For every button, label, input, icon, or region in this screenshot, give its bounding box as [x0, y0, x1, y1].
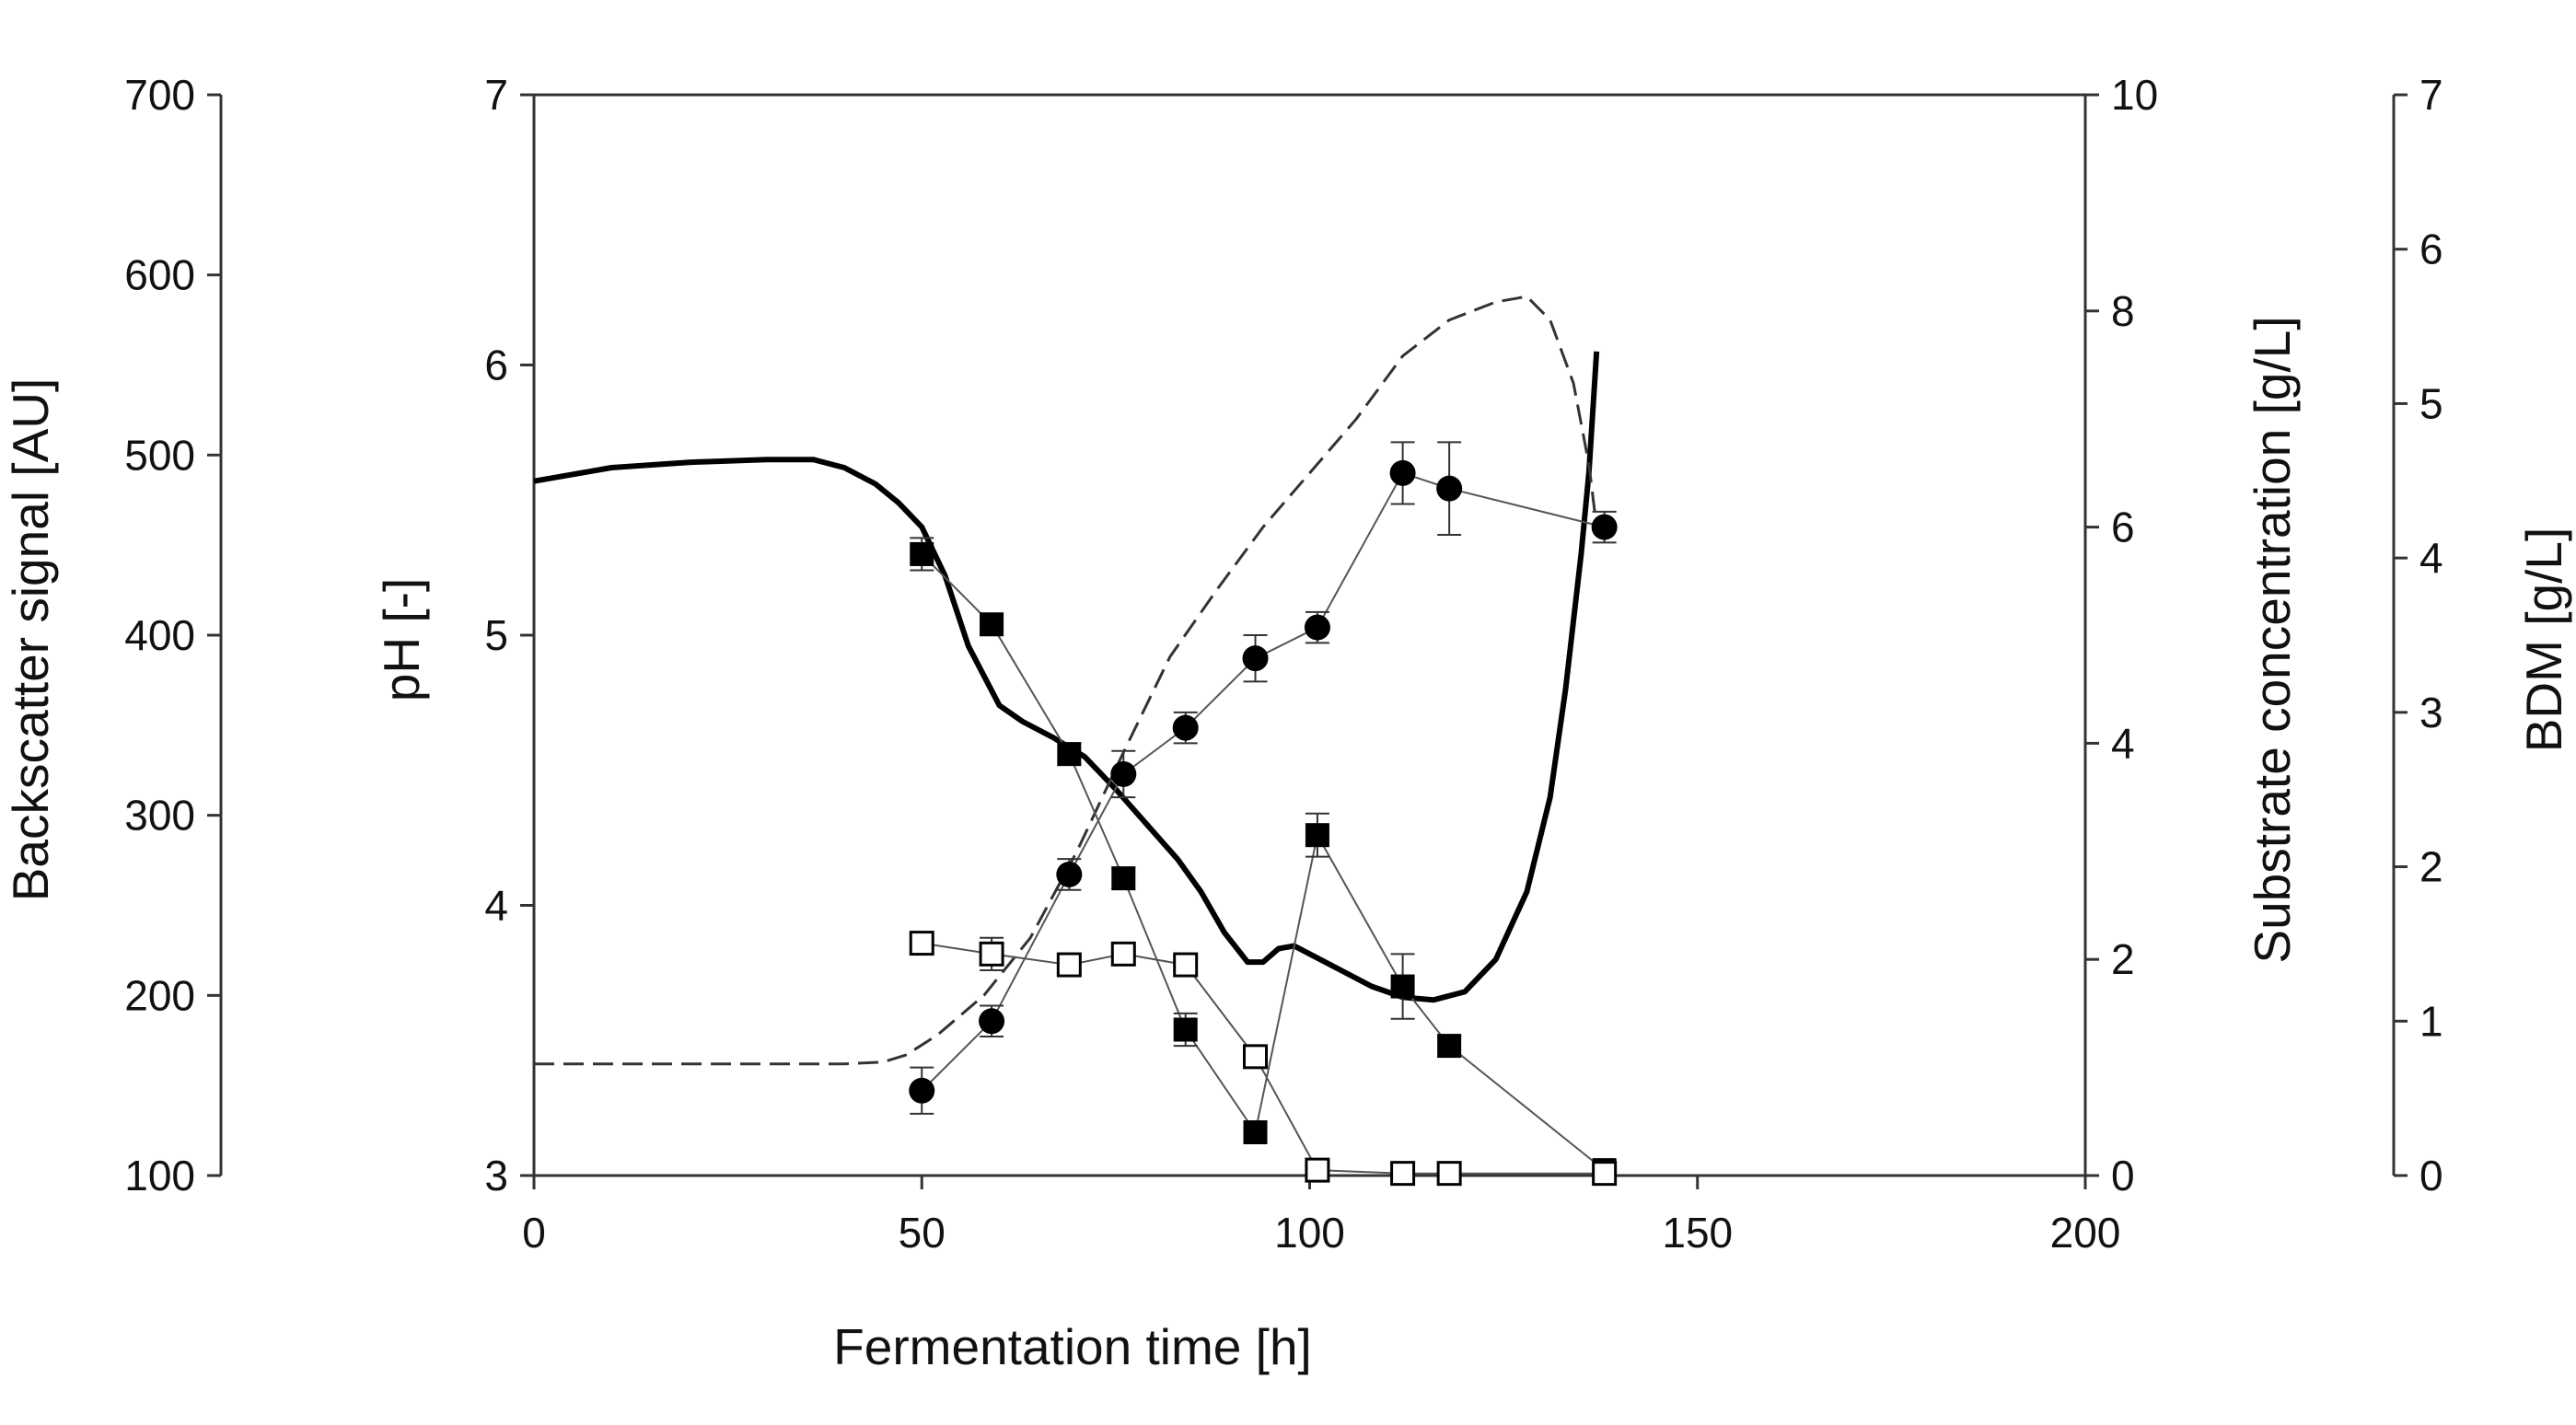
substrate-open-point: [1243, 1044, 1269, 1070]
substrate-open-point: [979, 941, 1004, 967]
bdm-tick-label: 3: [2419, 689, 2443, 736]
substrate-filled-point: [1390, 974, 1415, 999]
substrate-open-point: [1305, 1157, 1330, 1183]
series-connector: [921, 553, 1606, 1171]
substrate-open-point: [1056, 952, 1082, 978]
backscatter-line: [534, 295, 1598, 1066]
text-layer: Fermentation time [h] Backscatter signal…: [2, 316, 2572, 1375]
bdm-tick-label: 5: [2419, 379, 2443, 427]
substrate-tick-label: 6: [2111, 504, 2135, 551]
bdm-tick-label: 7: [2419, 71, 2443, 119]
substrate-open-point: [909, 931, 934, 956]
substrate-axis-title: Substrate concentration [g/L]: [2244, 316, 2301, 963]
x-tick-label: 150: [1662, 1209, 1733, 1257]
ph-tick-label: 5: [484, 611, 508, 659]
substrate-filled-point: [980, 612, 1004, 637]
backscatter-tick-label: 700: [124, 71, 195, 119]
substrate-tick-label: 0: [2111, 1152, 2135, 1199]
bdm-point: [1304, 614, 1330, 641]
bdm-point: [1591, 514, 1618, 540]
backscatter-tick-label: 300: [124, 792, 195, 840]
series-2: [909, 441, 1618, 1115]
bdm-point: [1389, 459, 1416, 486]
substrate-filled-point: [910, 541, 934, 566]
x-tick-label: 0: [522, 1209, 546, 1257]
ph-tick-label: 7: [484, 71, 508, 119]
substrate-open-point: [1173, 952, 1199, 978]
backscatter-tick-label: 100: [124, 1152, 195, 1199]
bdm-point: [1172, 714, 1199, 741]
bdm-point: [1110, 760, 1137, 787]
ph-axis-title: pH [-]: [373, 578, 430, 701]
bdm-tick-label: 2: [2419, 843, 2443, 891]
x-tick-label: 200: [2050, 1209, 2121, 1257]
series-layer: [533, 295, 1618, 1187]
substrate-tick-label: 2: [2111, 935, 2135, 983]
bdm-point: [979, 1008, 1005, 1035]
backscatter-axis-title: Backscatter signal [AU]: [2, 378, 59, 902]
substrate-tick-label: 8: [2111, 287, 2135, 335]
bdm-point: [1436, 475, 1463, 502]
backscatter-tick-label: 200: [124, 971, 195, 1019]
axes-layer: 0 50 100 150 2001002003004005006007003456702…: [124, 71, 2443, 1257]
ph-tick-label: 4: [484, 882, 508, 930]
ph-line: [533, 351, 1600, 1003]
backscatter-tick-label: 400: [124, 611, 195, 659]
substrate-tick-label: 4: [2111, 719, 2135, 767]
substrate-filled-point: [1437, 1034, 1462, 1059]
substrate-open-point: [1592, 1161, 1618, 1187]
bdm-tick-label: 0: [2419, 1152, 2443, 1199]
substrate-open-point: [1436, 1161, 1462, 1187]
substrate-filled-point: [1173, 1017, 1198, 1042]
ph-tick-label: 3: [484, 1152, 508, 1199]
substrate-filled-point: [1243, 1120, 1268, 1145]
ph-tick-label: 6: [484, 342, 508, 389]
substrate-filled-point: [1111, 866, 1136, 891]
series-4: [909, 931, 1618, 1187]
substrate-filled-point: [1305, 823, 1329, 848]
bdm-point: [1056, 861, 1083, 887]
backscatter-tick-label: 600: [124, 251, 195, 299]
series-0: [533, 351, 1600, 1003]
substrate-tick-label: 10: [2111, 71, 2158, 119]
substrate-filled-point: [1057, 742, 1082, 767]
x-tick-label: 50: [899, 1209, 946, 1257]
substrate-open-point: [1390, 1161, 1416, 1187]
bdm-point: [1242, 645, 1269, 672]
bdm-tick-label: 4: [2419, 534, 2443, 582]
substrate-open-point: [1110, 941, 1136, 967]
x-axis-title: Fermentation time [h]: [833, 1318, 1312, 1375]
backscatter-tick-label: 500: [124, 431, 195, 479]
series-connector: [921, 471, 1605, 1092]
bdm-tick-label: 6: [2419, 226, 2443, 273]
bdm-point: [909, 1077, 935, 1104]
bdm-axis-title: BDM [g/L]: [2515, 527, 2572, 753]
x-tick-label: 100: [1274, 1209, 1345, 1257]
series-1: [534, 295, 1598, 1066]
series-connector: [922, 942, 1605, 1175]
bdm-tick-label: 1: [2419, 997, 2443, 1045]
